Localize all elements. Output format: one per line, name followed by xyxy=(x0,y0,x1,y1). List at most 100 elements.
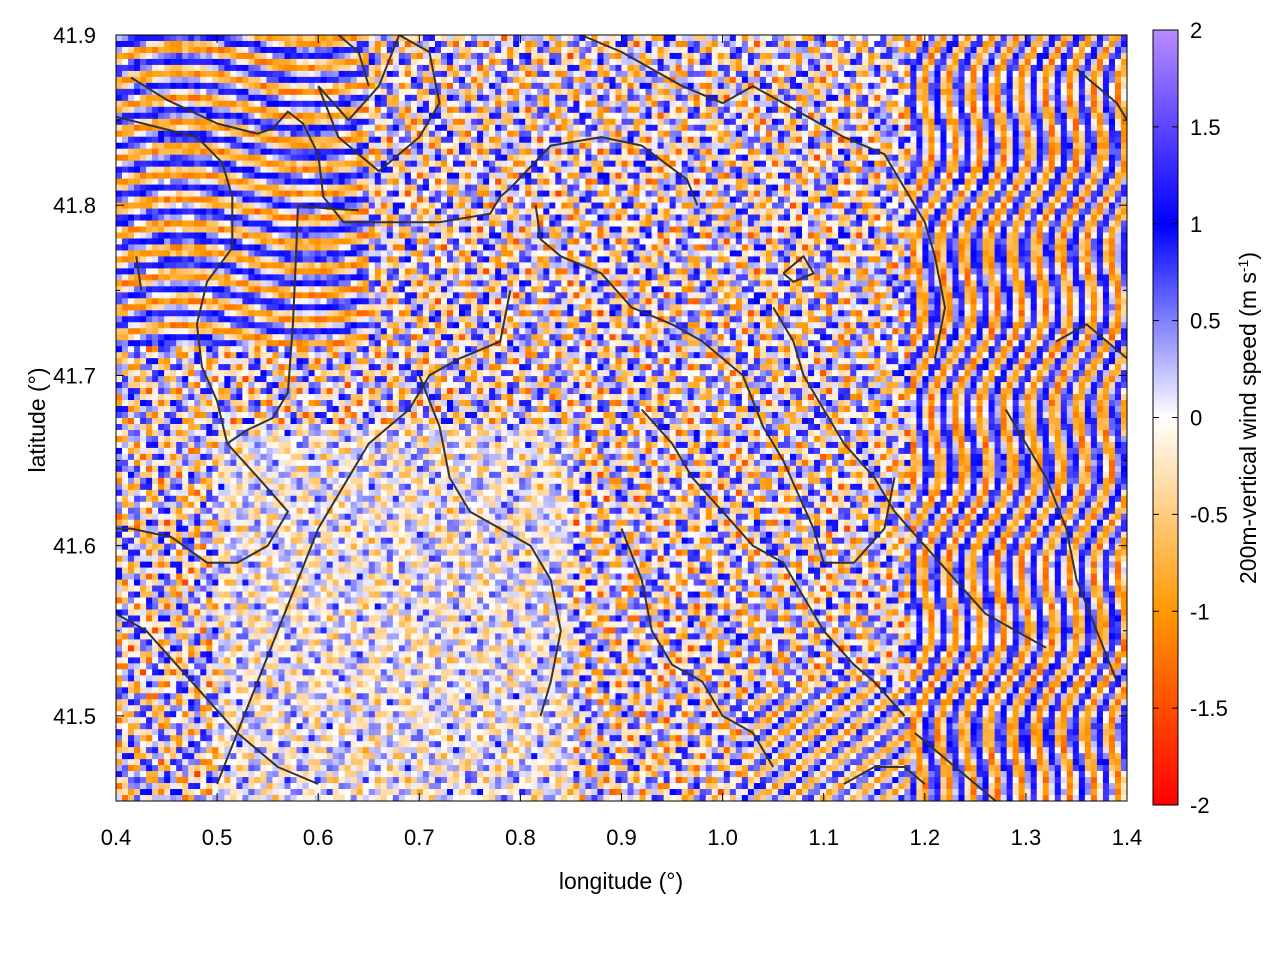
heatmap-cell xyxy=(440,136,448,144)
heatmap-cell xyxy=(471,184,478,191)
heatmap-cell xyxy=(868,76,875,84)
heatmap-cell xyxy=(741,64,749,72)
heatmap-cell xyxy=(513,196,520,203)
heatmap-cell xyxy=(1036,35,1044,42)
heatmap-cell xyxy=(892,64,899,72)
heatmap-cell xyxy=(615,52,622,60)
heatmap-cell xyxy=(176,178,183,185)
heatmap-cell xyxy=(350,64,358,72)
heatmap-cell xyxy=(248,166,255,173)
heatmap-cell xyxy=(645,35,652,42)
heatmap-cell xyxy=(910,142,917,150)
heatmap-cell xyxy=(332,172,340,179)
heatmap-cell xyxy=(922,112,929,120)
heatmap-cell xyxy=(302,70,309,78)
heatmap-cell xyxy=(122,106,129,114)
heatmap-cell xyxy=(1060,142,1068,150)
heatmap-cell xyxy=(362,100,370,108)
heatmap-cell xyxy=(224,124,231,132)
heatmap-cell xyxy=(477,136,484,144)
heatmap-cell xyxy=(152,40,159,48)
heatmap-cell xyxy=(350,172,358,179)
heatmap-cell xyxy=(224,64,231,72)
heatmap-cell xyxy=(856,64,863,72)
heatmap-cell xyxy=(483,184,490,191)
heatmap-cell xyxy=(471,118,478,126)
heatmap-cell xyxy=(549,76,556,84)
heatmap-cell xyxy=(362,64,370,72)
heatmap-cell xyxy=(609,178,616,185)
heatmap-cell xyxy=(188,178,195,185)
heatmap-cell xyxy=(904,130,911,138)
heatmap-cell xyxy=(856,94,863,102)
heatmap-cell xyxy=(759,100,767,108)
heatmap-cell xyxy=(1090,196,1098,203)
heatmap-cell xyxy=(964,52,971,60)
heatmap-cell xyxy=(501,82,508,90)
heatmap-cell xyxy=(290,94,297,102)
heatmap-cell xyxy=(356,154,364,162)
heatmap-cell xyxy=(332,154,340,162)
heatmap-cell xyxy=(356,178,364,185)
heatmap-cell xyxy=(350,46,358,54)
heatmap-cell xyxy=(122,160,129,167)
heatmap-cell xyxy=(320,178,327,185)
heatmap-cell xyxy=(302,94,309,102)
heatmap-cell xyxy=(248,190,255,197)
heatmap-cell xyxy=(1096,136,1104,144)
heatmap-cell xyxy=(152,184,159,191)
heatmap-cell xyxy=(753,154,761,162)
heatmap-cell xyxy=(290,178,297,185)
heatmap-cell xyxy=(1090,40,1098,48)
heatmap-cell xyxy=(344,46,352,54)
heatmap-cell xyxy=(657,136,664,144)
heatmap-cell xyxy=(729,88,737,96)
heatmap-cell xyxy=(374,196,382,203)
heatmap-cell xyxy=(242,112,249,120)
heatmap-cell xyxy=(850,100,857,108)
heatmap-cell xyxy=(1006,58,1014,66)
heatmap-cell xyxy=(182,136,189,144)
heatmap-cell xyxy=(531,76,538,84)
heatmap-cell xyxy=(573,118,580,126)
heatmap-cell xyxy=(344,196,352,203)
heatmap-cell xyxy=(483,142,490,150)
heatmap-cell xyxy=(868,124,875,132)
heatmap-cell xyxy=(122,178,129,185)
heatmap-cell xyxy=(272,196,279,203)
heatmap-cell xyxy=(663,52,670,60)
heatmap-cell xyxy=(1054,190,1062,197)
heatmap-cell xyxy=(194,46,201,54)
heatmap-cell xyxy=(615,190,622,197)
heatmap-cell xyxy=(1012,196,1020,203)
heatmap-cell xyxy=(771,40,779,48)
heatmap-cell xyxy=(1030,70,1038,78)
heatmap-cell xyxy=(140,70,147,78)
heatmap-cell xyxy=(1114,178,1122,185)
heatmap-cell xyxy=(146,142,153,150)
heatmap-cell xyxy=(224,58,231,66)
heatmap-cell xyxy=(428,100,436,108)
heatmap-cell xyxy=(290,172,297,179)
heatmap-cell xyxy=(681,52,689,60)
heatmap-cell xyxy=(152,82,159,90)
heatmap-cell xyxy=(404,94,412,102)
heatmap-cell xyxy=(627,136,634,144)
heatmap-cell xyxy=(116,196,123,203)
heatmap-cell xyxy=(194,88,201,96)
heatmap-cell xyxy=(976,94,983,102)
heatmap-cell xyxy=(398,124,406,132)
heatmap-cell xyxy=(254,202,261,209)
heatmap-cell xyxy=(1078,52,1086,60)
heatmap-cell xyxy=(657,88,664,96)
heatmap-cell xyxy=(1042,106,1050,114)
heatmap-cell xyxy=(711,70,719,78)
heatmap-cell xyxy=(699,70,707,78)
heatmap-cell xyxy=(862,136,869,144)
heatmap-cell xyxy=(1018,35,1026,42)
heatmap-cell xyxy=(994,202,1001,209)
heatmap-cell xyxy=(507,52,514,60)
heatmap-cell xyxy=(1078,148,1086,156)
heatmap-cell xyxy=(850,196,857,203)
heatmap-cell xyxy=(603,124,610,132)
